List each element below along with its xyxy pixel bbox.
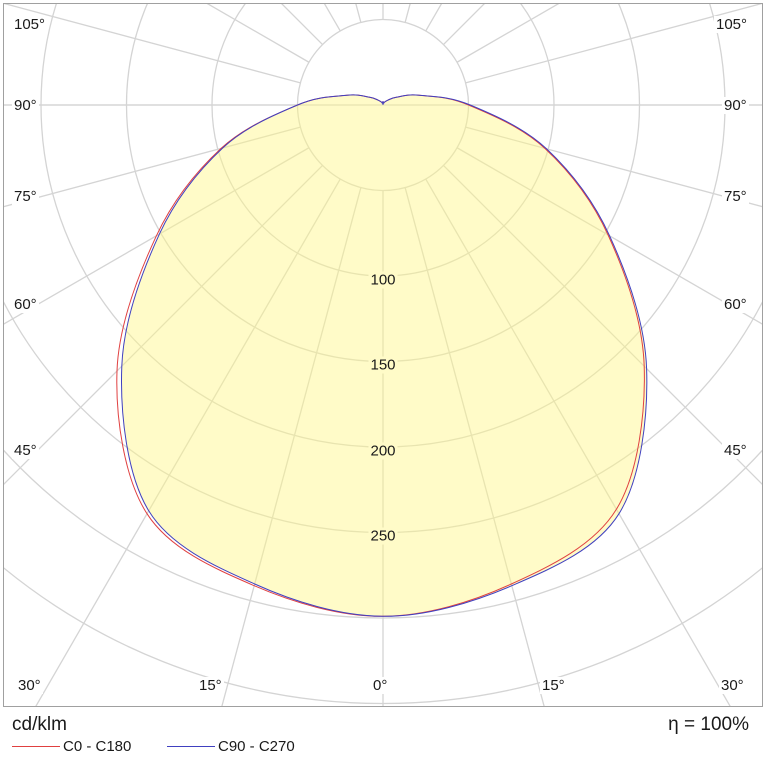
legend-item-c0-c180: C0 - C180: [12, 738, 131, 755]
legend-label-c90-c270: C90 - C270: [218, 738, 295, 755]
distribution-fill: [121, 94, 647, 617]
angle-label-45-right: 45°: [722, 442, 749, 459]
radial-label-100: 100: [368, 271, 398, 289]
curve-c90-c270: [121, 94, 648, 617]
legend-swatch-red: [12, 746, 60, 747]
unit-label: cd/klm: [12, 714, 67, 735]
angle-label-15-right: 15°: [540, 677, 567, 694]
angle-label-105-right: 105°: [714, 16, 750, 33]
radial-label-150: 150: [368, 356, 398, 374]
legend-item-c90-c270: C90 - C270: [167, 738, 295, 755]
plot-frame: [3, 3, 763, 707]
angle-label-90-left: 90°: [12, 97, 39, 114]
angle-label-45-left: 45°: [12, 442, 39, 459]
efficiency-label: η = 100%: [668, 714, 749, 735]
angle-label-75-right: 75°: [722, 188, 749, 205]
angle-label-75-left: 75°: [12, 188, 39, 205]
angle-label-60-right: 60°: [722, 296, 749, 313]
angle-label-90-right: 90°: [722, 97, 749, 114]
angle-label-30-right: 30°: [719, 677, 746, 694]
angle-label-15-left: 15°: [197, 677, 224, 694]
angle-label-105-left: 105°: [12, 16, 48, 33]
legend-label-c0-c180: C0 - C180: [63, 738, 132, 755]
angle-label-30-left: 30°: [16, 677, 43, 694]
radial-label-250: 250: [368, 527, 398, 545]
angle-label-0: 0°: [371, 677, 390, 694]
radial-label-200: 200: [368, 442, 398, 460]
angle-label-60-left: 60°: [12, 296, 39, 313]
legend-swatch-blue: [167, 746, 215, 747]
